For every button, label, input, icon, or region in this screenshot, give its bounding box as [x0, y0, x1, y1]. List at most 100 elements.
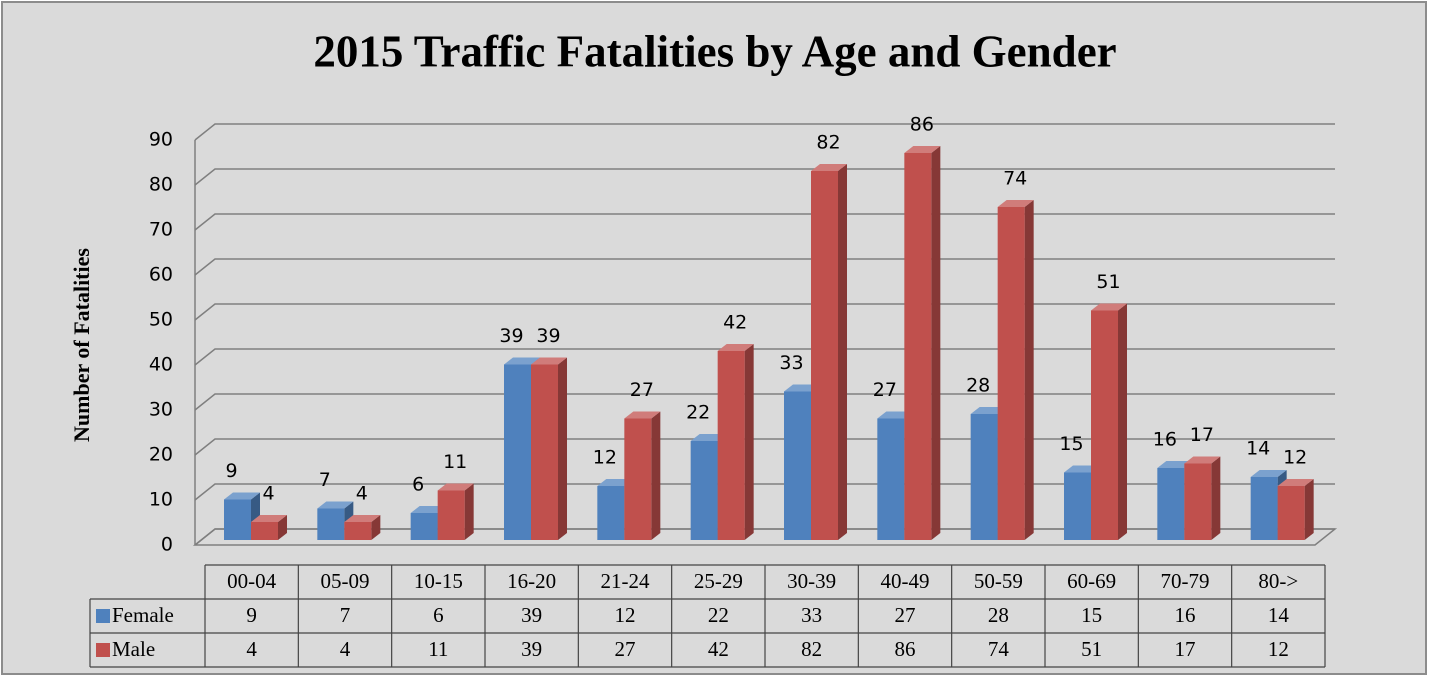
y-tick-label: 30 [149, 399, 173, 421]
data-label: 11 [443, 451, 467, 473]
table-value: 12 [1268, 637, 1289, 661]
x-tick-label: 30-39 [787, 569, 836, 593]
bar-side [371, 515, 381, 540]
bar [997, 200, 1034, 540]
grid-line [194, 123, 1335, 141]
x-tick-label: 40-49 [881, 569, 930, 593]
bar-top [997, 200, 1034, 207]
table-value: 74 [988, 637, 1010, 661]
bar-front [1184, 463, 1212, 540]
legend-label: Female [112, 603, 174, 627]
table-value: 22 [708, 603, 729, 627]
y-axis-label: Number of Fatalities [69, 248, 94, 442]
bar-top [224, 492, 260, 500]
bar [251, 515, 287, 540]
bar-front [1064, 472, 1091, 540]
data-label: 27 [630, 379, 654, 401]
grid-line [194, 213, 1335, 231]
chart-title: 2015 Traffic Fatalities by Age and Gende… [313, 26, 1116, 76]
bar-front [504, 364, 531, 540]
data-label: 86 [910, 114, 934, 136]
data-label: 22 [686, 402, 710, 424]
x-tick-label: 05-09 [321, 569, 370, 593]
table-value: 28 [988, 603, 1009, 627]
grid-line [194, 393, 1335, 411]
data-label: 7 [319, 469, 331, 491]
bar-front [1250, 477, 1278, 540]
grid-line [194, 438, 1335, 456]
bar-front [1277, 486, 1305, 540]
bar-front [437, 490, 465, 540]
bar-front [531, 364, 558, 540]
x-tick-label: 21-24 [601, 569, 650, 593]
bar-front [717, 351, 745, 540]
table-value: 6 [433, 603, 444, 627]
bar-top [531, 357, 567, 365]
table-value: 9 [246, 603, 257, 627]
bar-front [877, 418, 905, 540]
bar-front [410, 513, 438, 540]
grid-line [194, 483, 1335, 501]
table-value: 16 [1175, 603, 1196, 627]
data-label: 12 [1283, 447, 1307, 469]
legend-label: Male [112, 637, 155, 661]
bar-top [811, 164, 847, 171]
table-value: 33 [801, 603, 822, 627]
bar-top [1184, 456, 1221, 464]
bar-top [904, 146, 941, 153]
bar-front [1091, 310, 1118, 540]
bar-top [1250, 470, 1287, 477]
table-value: 27 [615, 637, 636, 661]
table-value: 17 [1175, 637, 1196, 661]
bar-top [344, 515, 381, 522]
bar [531, 357, 567, 540]
bar [1184, 456, 1221, 540]
bar-top [437, 483, 474, 491]
data-label: 42 [723, 312, 747, 334]
data-label: 39 [499, 325, 523, 347]
bar-side [651, 411, 661, 540]
bar-top [251, 515, 287, 522]
bar [624, 411, 661, 540]
data-label: 74 [1003, 168, 1027, 190]
bar-front [784, 391, 811, 540]
legend-swatch [96, 609, 110, 623]
table-value: 42 [708, 637, 729, 661]
data-label: 4 [356, 483, 368, 505]
bar [437, 483, 474, 540]
bar-side [744, 344, 754, 540]
table-value: 11 [428, 637, 448, 661]
bar-side [1118, 303, 1127, 540]
bar-side [464, 483, 474, 540]
bar [904, 146, 941, 540]
bar-top [624, 411, 661, 419]
bar-side [1024, 200, 1034, 540]
bar-top [504, 357, 540, 365]
data-label: 27 [873, 379, 897, 401]
table-value: 27 [895, 603, 916, 627]
grid-line [194, 528, 1335, 546]
x-tick-label: 70-79 [1161, 569, 1210, 593]
data-label: 12 [593, 447, 617, 469]
data-label: 4 [262, 483, 274, 505]
bar [344, 515, 381, 540]
bar-front [251, 522, 278, 540]
x-tick-label: 16-20 [507, 569, 556, 593]
bar-front [624, 418, 652, 540]
bar-front [317, 508, 345, 540]
data-label: 14 [1246, 438, 1270, 460]
bar-front [224, 499, 251, 540]
bar-top [1277, 479, 1314, 486]
table-value: 39 [521, 603, 542, 627]
bar-top [1091, 303, 1127, 311]
y-tick-label: 70 [149, 219, 173, 241]
table-value: 12 [615, 603, 636, 627]
bar-front [597, 486, 625, 540]
bar-side [1211, 456, 1221, 540]
grid-line [194, 168, 1335, 186]
x-tick-label: 25-29 [694, 569, 743, 593]
bar-front [997, 207, 1025, 540]
data-label: 15 [1059, 433, 1083, 455]
